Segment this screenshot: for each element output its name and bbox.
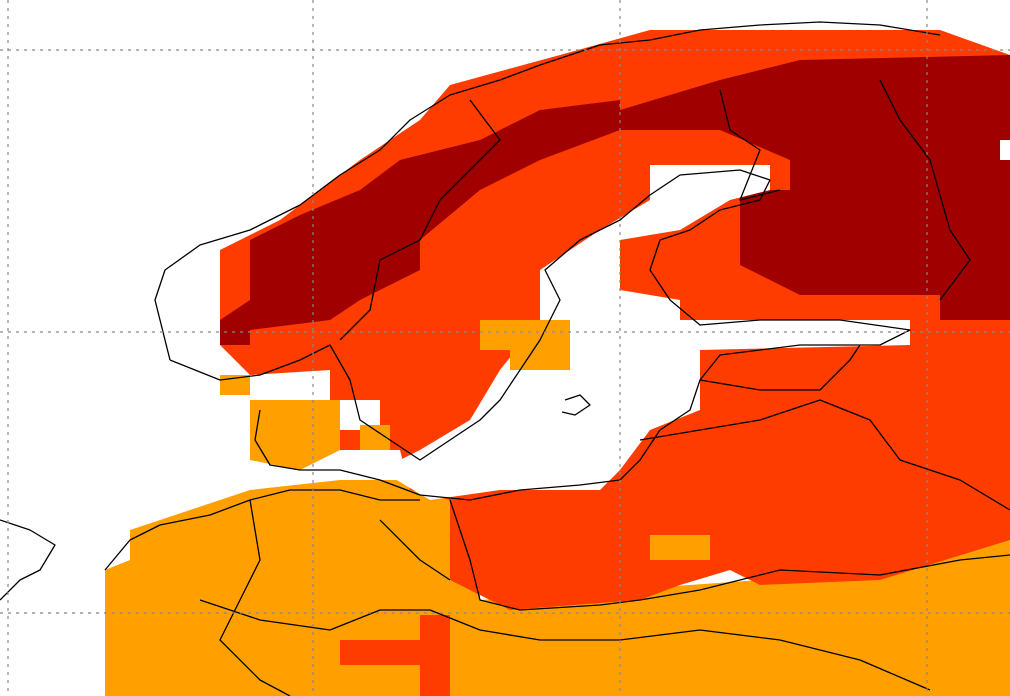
- dark-red-region: [220, 100, 620, 345]
- orange-patch: [360, 425, 390, 450]
- coastline: [561, 394, 591, 416]
- orange-patch: [220, 375, 250, 395]
- border: [639, 399, 1010, 511]
- border: [699, 344, 861, 391]
- coastline: [169, 169, 911, 501]
- red-patch: [340, 640, 420, 665]
- sea: [380, 165, 910, 500]
- dark-red-region: [620, 55, 1010, 320]
- border: [449, 499, 1010, 611]
- border: [379, 519, 451, 581]
- red-patch: [420, 615, 450, 696]
- border: [199, 599, 931, 691]
- orange-patch: [250, 400, 340, 470]
- border: [719, 89, 781, 201]
- orange-patch: [650, 535, 710, 560]
- orange-region: [105, 480, 1010, 696]
- border: [879, 79, 971, 301]
- sea: [1000, 140, 1010, 160]
- coastline: [154, 21, 941, 361]
- border: [219, 499, 291, 696]
- coastline: [0, 519, 56, 601]
- orange-patch: [480, 320, 570, 370]
- sea: [250, 375, 330, 400]
- border: [339, 99, 501, 341]
